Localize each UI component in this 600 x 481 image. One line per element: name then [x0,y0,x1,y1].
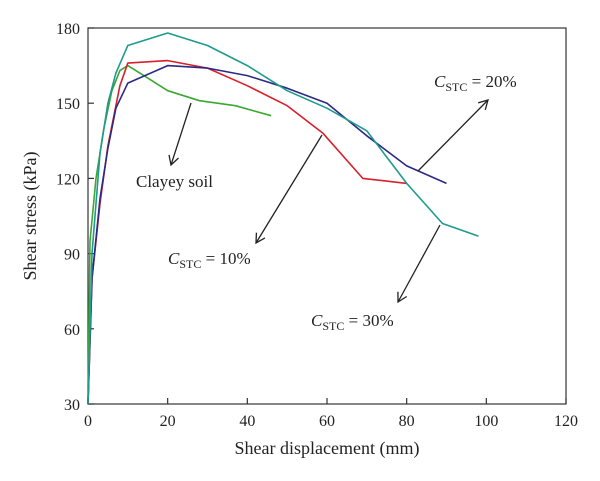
y-tick-label: 180 [56,21,80,38]
y-axis-title: Shear stress (kPa) [20,152,41,281]
label-cstc-10: CSTC = 10% [168,249,251,271]
y-tick-label: 120 [56,171,80,188]
x-tick-label: 120 [554,413,578,430]
series-line-clayey-soil [87,64,272,405]
x-tick-label: 60 [319,413,335,430]
y-tick-label: 60 [64,322,80,339]
x-tick-label: 80 [399,413,415,430]
label-cstc-20: CSTC = 20% [434,72,517,94]
x-tick-label: 40 [239,413,255,430]
label-clayey-soil: Clayey soil [136,172,213,191]
y-tick-label: 30 [64,397,80,414]
x-axis-title: Shear displacement (mm) [235,438,420,459]
arrow-c10 [255,134,323,245]
arrow-clayey [168,102,192,167]
arrow-c20 [417,99,489,172]
y-tick-label: 150 [56,96,80,113]
y-axis-ticks: 30 60 90 120 150 180 [56,21,94,414]
label-cstc-30: CSTC = 30% [311,311,394,333]
x-tick-label: 0 [84,413,92,430]
x-tick-label: 100 [474,413,498,430]
arrow-c30 [397,224,441,304]
series-line-cstc-30 [87,32,479,405]
x-axis-ticks: 0 20 40 60 80 100 120 [84,398,578,430]
series-layer [87,32,479,405]
y-tick-label: 90 [64,247,80,264]
series-line-cstc-20 [87,64,447,405]
series-line-cstc-10 [87,59,407,405]
x-tick-label: 20 [160,413,176,430]
